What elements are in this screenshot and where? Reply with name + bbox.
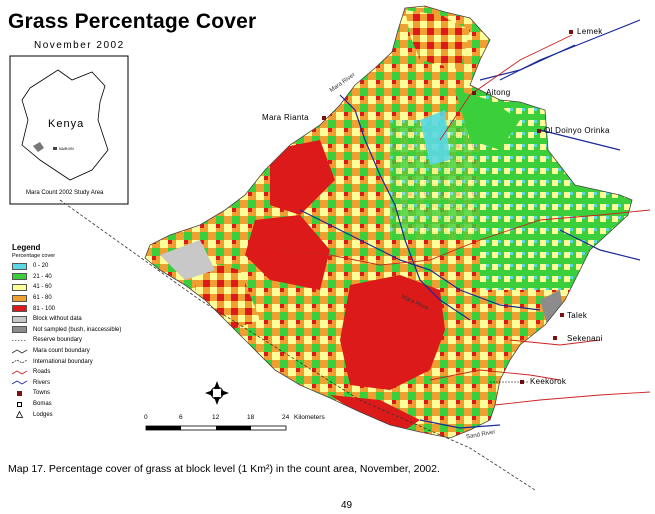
legend-class-no-data: Block without data	[12, 314, 162, 325]
legend-rivers: Rivers	[12, 378, 162, 389]
roads	[279, 34, 651, 406]
legend-class-not-sampled: Not sampled (bush, inaccessible)	[12, 325, 162, 336]
place-label-keekorok: Keekorok	[530, 377, 567, 386]
legend-towns: Towns	[12, 388, 162, 399]
legend-international-boundary: International boundary	[12, 356, 162, 367]
place-label-aitong: Aitong	[486, 88, 511, 97]
map-legend: Legend Percentage cover 0 - 20 21 - 40 4…	[12, 243, 162, 420]
legend-title: Legend	[12, 243, 41, 252]
study-area-boundary	[144, 5, 633, 439]
legend-class-41-60: 41 - 60	[12, 282, 162, 293]
legend-class-0-20: 0 - 20	[12, 261, 162, 272]
reserve-boundary-line-icon	[12, 337, 27, 344]
legend-class-81-100: 81 - 100	[12, 303, 162, 314]
scale-unit: Kilometers	[294, 414, 325, 421]
legend-class-61-80: 61 - 80	[12, 293, 162, 304]
place-label-ol-doinyo-orinka: Ol Doinyo Orinka	[544, 126, 610, 135]
scale-tick-6: 6	[179, 414, 183, 421]
legend-reserve-boundary: Reserve boundary	[12, 335, 162, 346]
page-number: 49	[341, 500, 353, 511]
count-boundary-line-icon	[12, 348, 27, 355]
scale-tick-24: 24	[282, 414, 290, 421]
study-area-marker	[33, 142, 44, 152]
inset-country-label: Kenya	[48, 118, 85, 130]
town-square-icon	[12, 390, 27, 397]
river-line-icon	[12, 379, 27, 386]
north-arrow-icon	[205, 381, 229, 405]
lodge-triangle-icon	[12, 411, 27, 419]
place-label-talek: Talek	[567, 311, 588, 320]
rivers	[299, 19, 641, 429]
scale-tick-0: 0	[144, 414, 148, 421]
legend-lodges: Lodges	[12, 409, 162, 420]
international-boundary	[59, 199, 536, 491]
scale-bar-graphic	[145, 425, 287, 431]
map-caption: Map 17. Percentage cover of grass at blo…	[8, 463, 440, 475]
legend-bomas: Bomas	[12, 399, 162, 410]
scale-tick-12: 12	[212, 414, 220, 421]
map-subtitle: November 2002	[34, 40, 125, 51]
map-title: Grass Percentage Cover	[8, 10, 257, 33]
legend-count-boundary: Mara count boundary	[12, 346, 162, 357]
legend-roads: Roads	[12, 367, 162, 378]
road-line-icon	[12, 369, 27, 376]
scale-tick-18: 18	[247, 414, 255, 421]
place-label-mara-rianta: Mara Rianta	[262, 113, 309, 122]
kenya-inset-map: NAIROBI	[9, 55, 129, 205]
boma-square-icon	[12, 401, 27, 408]
legend-subtitle: Percentage cover	[12, 253, 56, 259]
scale-bar: 0 6 12 18 24 Kilometers	[140, 414, 360, 425]
legend-class-21-40: 21 - 40	[12, 272, 162, 283]
inset-caption: Mara Count 2002 Study Area	[26, 190, 104, 196]
place-label-lemek: Lemek	[577, 27, 603, 36]
place-label-sekenani: Sekenani	[567, 334, 603, 343]
svg-text:NAIROBI: NAIROBI	[59, 147, 74, 151]
international-boundary-line-icon	[12, 358, 27, 365]
